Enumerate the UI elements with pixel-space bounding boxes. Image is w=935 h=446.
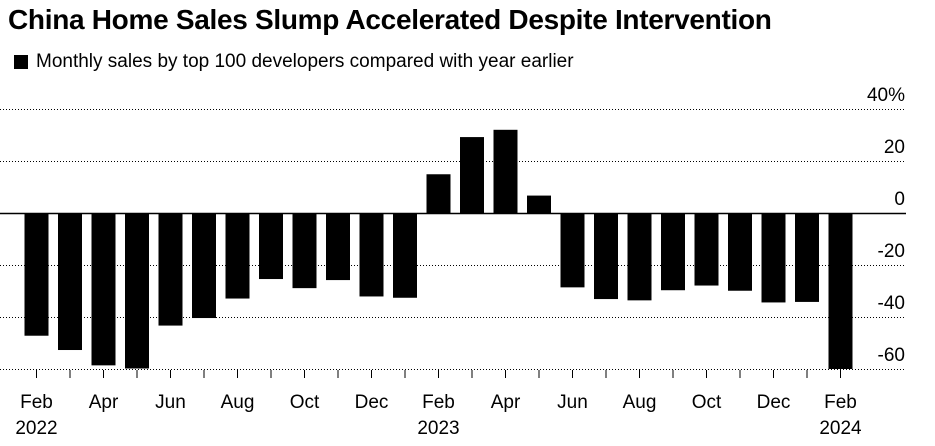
bar [560, 213, 585, 288]
bar [292, 213, 317, 289]
bar [460, 137, 484, 213]
y-tick-label: -60 [878, 345, 905, 366]
bar [795, 213, 819, 302]
bar [393, 213, 417, 298]
chart-title: China Home Sales Slump Accelerated Despi… [8, 4, 772, 35]
x-tick-label: Jun [155, 392, 186, 413]
x-tick-label: Feb [20, 392, 53, 413]
x-tick-label: Dec [355, 392, 389, 413]
bar [225, 213, 250, 299]
x-tick-label: Apr [89, 392, 119, 413]
bar [694, 213, 719, 286]
x-tick-label: Aug [221, 392, 255, 413]
x-tick-label: Feb [422, 392, 455, 413]
y-tick-label: 20 [884, 137, 905, 158]
bar [158, 213, 183, 326]
x-tick-year-label: 2024 [819, 418, 862, 439]
x-tick-label: Dec [757, 392, 791, 413]
y-tick-label: 40% [867, 85, 905, 106]
x-tick-label: Apr [491, 392, 521, 413]
legend-swatch [14, 55, 28, 69]
bar [24, 213, 49, 336]
bar [527, 195, 551, 213]
x-tick-label: Aug [623, 392, 657, 413]
y-tick-label: 0 [894, 189, 905, 210]
bar [326, 213, 350, 281]
bar [359, 213, 384, 297]
bar [192, 213, 216, 319]
bar [661, 213, 685, 291]
y-tick-label: -40 [878, 293, 905, 314]
x-tick-label: Oct [290, 392, 320, 413]
x-tick-label: Feb [824, 392, 857, 413]
bar [125, 213, 149, 369]
x-tick-label: Jun [557, 392, 588, 413]
bar [828, 213, 853, 369]
x-tick-year-label: 2023 [417, 418, 459, 439]
x-tick-label: Oct [692, 392, 722, 413]
bar [259, 213, 283, 280]
bar [728, 213, 752, 291]
bar [58, 213, 82, 351]
legend-label: Monthly sales by top 100 developers comp… [36, 51, 574, 72]
bar [91, 213, 116, 366]
bar [493, 129, 518, 213]
legend: Monthly sales by top 100 developers comp… [14, 51, 574, 73]
bar [594, 213, 618, 300]
bar [761, 213, 786, 303]
bar [426, 174, 451, 213]
x-tick-year-label: 2022 [15, 418, 57, 439]
bar [627, 213, 652, 301]
y-tick-label: -20 [878, 241, 905, 262]
